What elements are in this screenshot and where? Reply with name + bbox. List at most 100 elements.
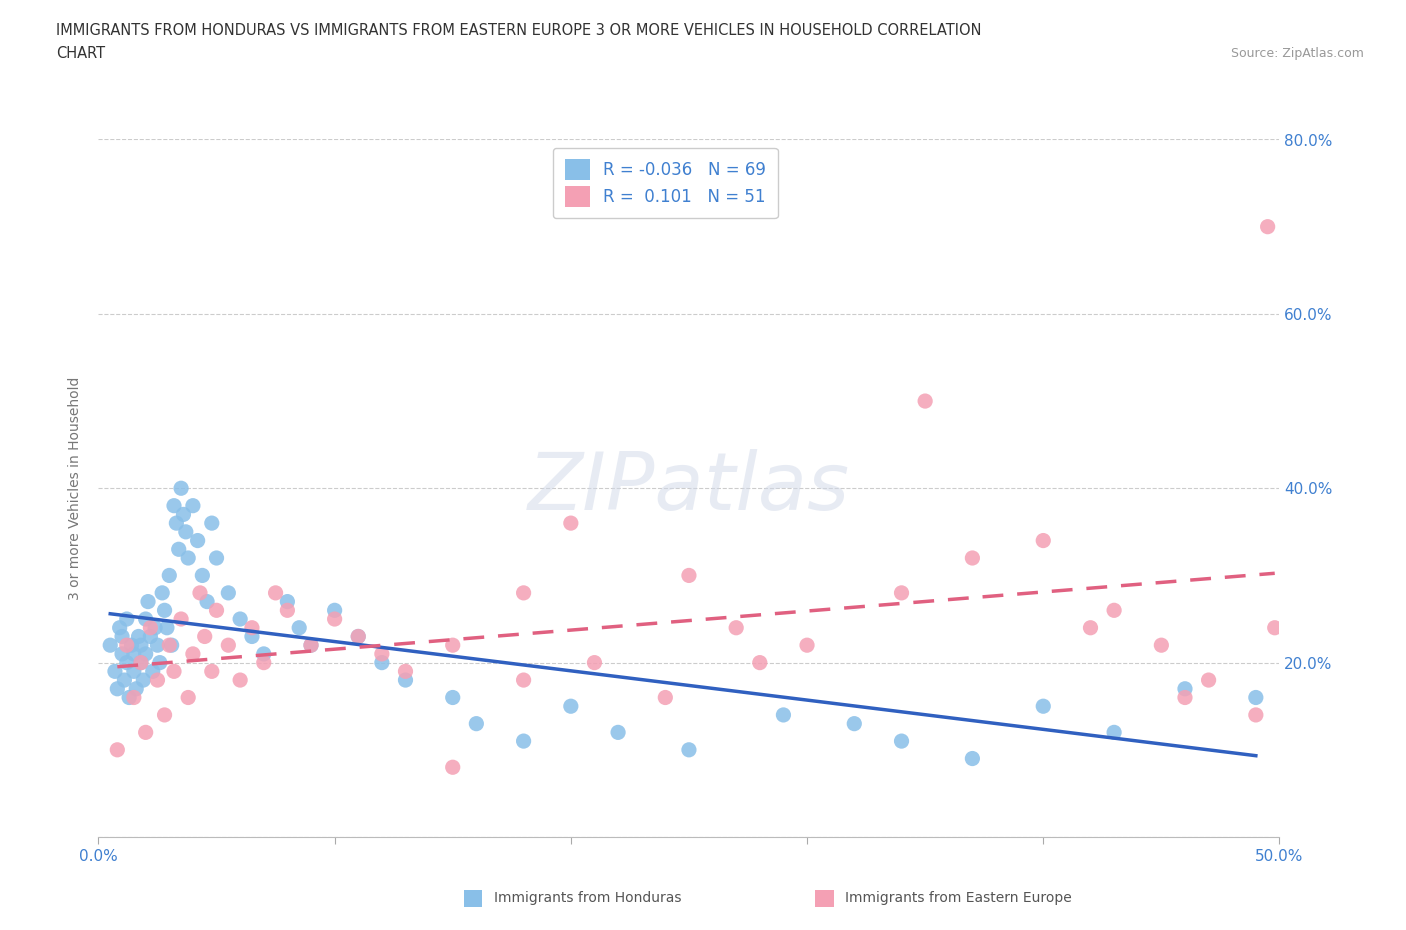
Point xyxy=(150,586,173,601)
Point xyxy=(121,638,143,653)
Point xyxy=(172,507,194,522)
Point xyxy=(108,620,131,635)
Point xyxy=(135,725,157,740)
Point xyxy=(394,664,416,679)
Point xyxy=(240,620,263,635)
Point xyxy=(1102,603,1125,618)
Point xyxy=(165,515,187,530)
Point xyxy=(112,672,135,687)
Point xyxy=(347,629,370,644)
Text: ZIPatlas: ZIPatlas xyxy=(527,449,851,527)
Point xyxy=(323,603,346,618)
Point xyxy=(111,646,134,661)
Point xyxy=(371,646,394,661)
Point xyxy=(149,656,172,671)
Point xyxy=(153,603,176,618)
Point xyxy=(153,708,176,723)
Point xyxy=(201,515,224,530)
Point xyxy=(160,638,183,653)
Point xyxy=(174,525,197,539)
Point xyxy=(512,672,534,687)
Point xyxy=(276,594,298,609)
Point xyxy=(205,603,228,618)
Point xyxy=(170,612,193,627)
Point xyxy=(890,586,912,601)
Point xyxy=(607,725,630,740)
Point xyxy=(748,656,770,671)
Point xyxy=(105,682,128,697)
Point xyxy=(962,551,984,565)
Text: Immigrants from Eastern Europe: Immigrants from Eastern Europe xyxy=(845,891,1071,906)
Point xyxy=(181,498,204,513)
Point xyxy=(122,690,145,705)
Point xyxy=(229,672,252,687)
Point xyxy=(143,620,166,635)
Point xyxy=(217,586,239,601)
Point xyxy=(139,629,162,644)
Point xyxy=(146,672,169,687)
Text: CHART: CHART xyxy=(56,46,105,61)
Point xyxy=(122,664,145,679)
Point xyxy=(371,656,394,671)
Point xyxy=(229,612,252,627)
Point xyxy=(299,638,322,653)
Point xyxy=(441,760,464,775)
Point xyxy=(678,742,700,757)
Point xyxy=(194,629,217,644)
Point xyxy=(264,586,287,601)
Point xyxy=(844,716,866,731)
Point xyxy=(1150,638,1173,653)
Point xyxy=(201,664,224,679)
Point xyxy=(129,656,152,671)
Point xyxy=(163,664,186,679)
Point xyxy=(157,568,180,583)
Point xyxy=(323,612,346,627)
Point xyxy=(678,568,700,583)
Point xyxy=(167,542,190,557)
Point xyxy=(105,742,128,757)
Point xyxy=(163,498,186,513)
Point xyxy=(441,690,464,705)
Point xyxy=(118,690,141,705)
Point xyxy=(962,751,984,766)
Point xyxy=(191,568,214,583)
Point xyxy=(129,638,152,653)
Point xyxy=(1257,219,1279,234)
Point xyxy=(796,638,818,653)
Point xyxy=(1244,690,1267,705)
Point xyxy=(128,629,150,644)
Point xyxy=(139,620,162,635)
Point xyxy=(132,672,155,687)
Point xyxy=(115,638,138,653)
Point xyxy=(299,638,322,653)
Point xyxy=(240,629,263,644)
Point xyxy=(156,620,179,635)
Point xyxy=(347,629,370,644)
Point xyxy=(560,698,582,713)
Point xyxy=(111,629,134,644)
Point xyxy=(512,586,534,601)
Point xyxy=(276,603,298,618)
Point xyxy=(654,690,676,705)
Point xyxy=(394,672,416,687)
Point xyxy=(1080,620,1102,635)
Point xyxy=(125,682,148,697)
Point xyxy=(115,612,138,627)
Point xyxy=(560,515,582,530)
Point xyxy=(170,481,193,496)
Point xyxy=(441,638,464,653)
Point xyxy=(1264,620,1286,635)
Point xyxy=(1244,708,1267,723)
Legend: R = -0.036   N = 69, R =  0.101   N = 51: R = -0.036 N = 69, R = 0.101 N = 51 xyxy=(553,148,778,219)
Y-axis label: 3 or more Vehicles in Household: 3 or more Vehicles in Household xyxy=(69,377,83,600)
Text: Source: ZipAtlas.com: Source: ZipAtlas.com xyxy=(1230,46,1364,60)
Point xyxy=(512,734,534,749)
Point xyxy=(188,586,211,601)
Point xyxy=(146,638,169,653)
Point xyxy=(187,533,209,548)
Point xyxy=(288,620,311,635)
Point xyxy=(195,594,218,609)
Point xyxy=(253,646,276,661)
Point xyxy=(135,612,157,627)
Point xyxy=(142,664,165,679)
